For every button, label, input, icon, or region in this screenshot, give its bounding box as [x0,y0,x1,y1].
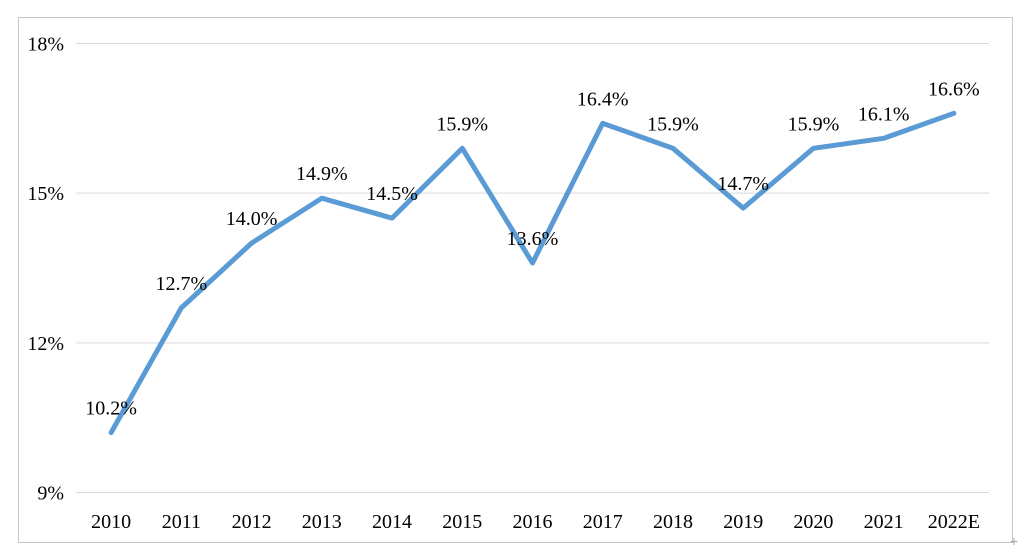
data-point-label: 15.9% [788,113,840,135]
data-point-label: 14.0% [226,208,278,230]
x-axis-tick-label: 2016 [513,511,553,533]
x-axis-tick-label: 2015 [442,511,482,533]
x-axis-tick-label: 2010 [91,511,131,533]
corner-cursor-artifact: + [1009,535,1019,548]
data-point-label: 10.2% [85,398,137,420]
x-axis-tick-label: 2012 [232,511,272,533]
data-point-label: 12.7% [156,273,208,295]
data-series-line [108,110,957,436]
chart-frame [18,17,1013,543]
data-point-label: 16.4% [577,88,629,110]
x-axis-tick-label: 2013 [302,511,342,533]
x-axis-tick-label: 2019 [723,511,763,533]
data-point-label: 13.6% [507,228,559,250]
x-axis-tick-label: 2017 [583,511,623,533]
data-point-label: 16.6% [928,78,980,100]
y-axis-tick-label: 9% [37,483,64,505]
data-point-label: 16.1% [858,103,910,125]
x-axis-tick-label: 2020 [793,511,833,533]
x-axis-tick-label: 2014 [372,511,412,533]
x-axis-tick-label: 2018 [653,511,693,533]
data-point-label: 15.9% [436,113,488,135]
x-axis-tick-label: 2021 [864,511,904,533]
y-axis-tick-label: 18% [27,34,64,56]
data-point-label: 14.5% [366,183,418,205]
x-axis-tick-label: 2011 [162,511,201,533]
y-axis-tick-label: 15% [27,183,64,205]
x-axis-tick-label: 2022E [928,511,980,533]
y-axis-tick-label: 12% [27,333,64,355]
data-point-label: 14.7% [717,173,769,195]
data-point-label: 14.9% [296,163,348,185]
data-point-label: 15.9% [647,113,699,135]
